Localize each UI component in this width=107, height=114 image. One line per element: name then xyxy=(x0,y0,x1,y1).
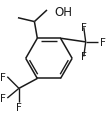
Text: F: F xyxy=(16,102,22,112)
Text: OH: OH xyxy=(55,6,73,19)
Text: F: F xyxy=(0,72,5,82)
Text: F: F xyxy=(100,38,106,47)
Text: F: F xyxy=(0,93,5,103)
Text: F: F xyxy=(81,23,87,33)
Text: F: F xyxy=(81,52,87,62)
